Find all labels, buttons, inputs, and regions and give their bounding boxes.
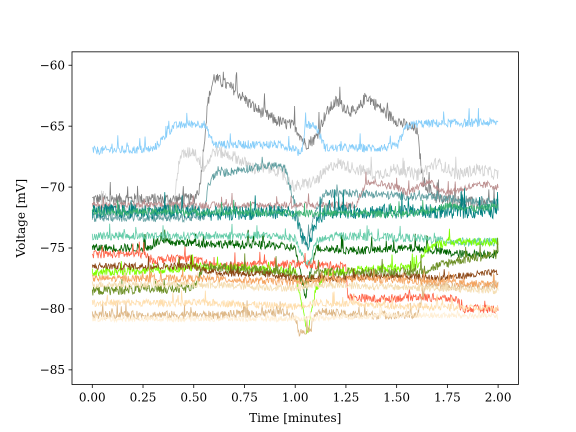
x-tick-label: 0.50 xyxy=(180,390,207,404)
series-line-9 xyxy=(91,241,499,315)
x-tick-label: 0.25 xyxy=(130,390,157,404)
series-line-1 xyxy=(92,108,499,157)
y-tick-label: −65 xyxy=(40,119,65,133)
x-tick-label: 0.75 xyxy=(231,390,258,404)
series-line-11 xyxy=(91,238,499,296)
x-axis-ticks: 0.00 0.25 0.50 0.75 1.00 1.25 1.50 1.75 2.00 xyxy=(79,384,512,404)
y-axis-ticks: −60 −65 −70 −75 −80 −85 xyxy=(40,58,72,377)
series-line-4 xyxy=(91,171,499,211)
x-tick-label: 0.00 xyxy=(79,390,106,404)
x-tick-label: 1.50 xyxy=(383,390,410,404)
series-line-15 xyxy=(91,271,499,295)
y-tick-label: −60 xyxy=(40,58,65,72)
series-line-16 xyxy=(91,268,499,289)
x-tick-label: 1.75 xyxy=(434,390,461,404)
y-tick-label: −70 xyxy=(40,180,65,194)
series-line-3 xyxy=(91,156,499,248)
y-tick-label: −85 xyxy=(40,363,65,377)
series-line-7 xyxy=(91,229,499,299)
series-line-2 xyxy=(91,145,499,219)
x-tick-label: 1.00 xyxy=(282,390,309,404)
series-line-0 xyxy=(92,71,499,210)
series-line-8 xyxy=(91,223,499,266)
y-tick-label: −75 xyxy=(40,241,65,255)
y-tick-label: −80 xyxy=(40,302,65,316)
series-layer xyxy=(91,71,499,337)
x-tick-label: 2.00 xyxy=(485,390,512,404)
x-axis-label: Time [minutes] xyxy=(249,411,341,425)
series-line-14 xyxy=(91,290,499,314)
series-line-10 xyxy=(91,228,499,335)
series-line-6 xyxy=(91,199,499,219)
series-line-17 xyxy=(91,306,499,324)
x-tick-label: 1.25 xyxy=(333,390,360,404)
y-axis-label: Voltage [mV] xyxy=(14,179,28,259)
